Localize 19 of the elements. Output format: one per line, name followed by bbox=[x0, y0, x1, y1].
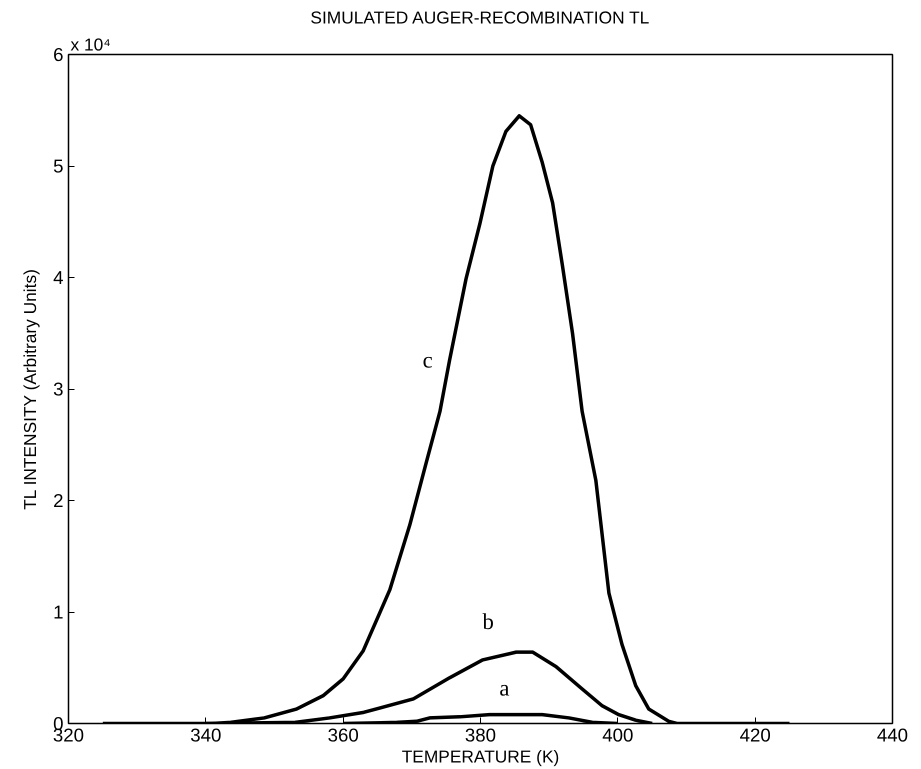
x-tick-label: 360 bbox=[328, 724, 359, 746]
y-tick-label: 1 bbox=[53, 602, 64, 622]
x-tick-label: 400 bbox=[602, 724, 634, 746]
x-tick-label: 420 bbox=[740, 724, 771, 746]
y-tick-label: 2 bbox=[53, 490, 64, 511]
y-tick-label: 3 bbox=[53, 378, 64, 400]
x-axis-title: TEMPERATURE (K) bbox=[402, 746, 560, 766]
text: x 10⁴ bbox=[70, 34, 111, 54]
x-tick-label: 380 bbox=[464, 724, 496, 746]
series-label: a bbox=[499, 676, 510, 701]
x-tick-label: 340 bbox=[190, 724, 222, 746]
series-label: c bbox=[422, 348, 433, 373]
y-axis-title: TL INTENSITY (Arbitrary Units) bbox=[20, 269, 40, 510]
chart-title: SIMULATED AUGER-RECOMBINATION TL bbox=[310, 8, 650, 28]
series-label: b bbox=[482, 609, 494, 634]
y-tick-label: 5 bbox=[53, 156, 64, 176]
y-tick-label: 6 bbox=[53, 44, 64, 65]
y-tick-label: 4 bbox=[53, 267, 64, 288]
x-tick-label: 440 bbox=[876, 724, 908, 746]
